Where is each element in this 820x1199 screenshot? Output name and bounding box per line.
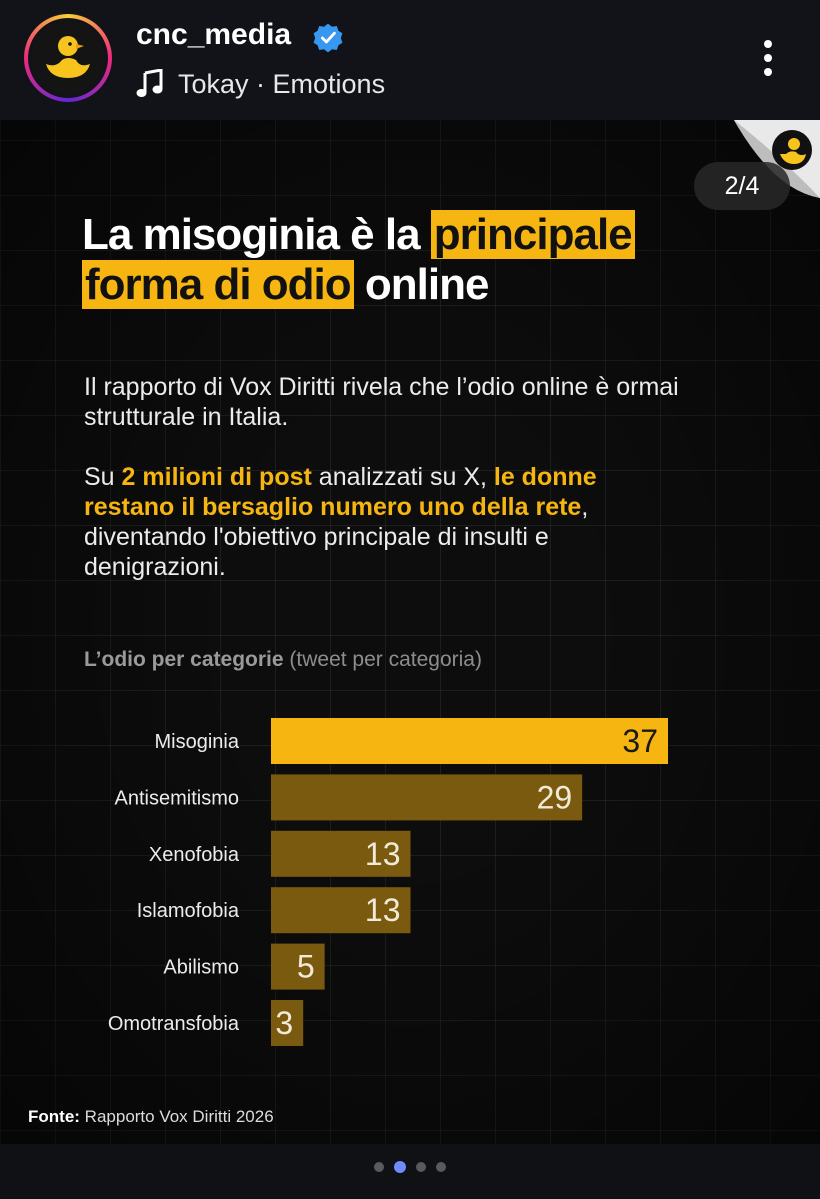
bar-value-label: 13 [365,892,401,928]
duck-logo-icon [32,22,104,94]
dot-icon [764,54,772,62]
title-text: online [364,260,490,309]
post-image[interactable]: 2/4 La misoginia è la principale forma d… [0,120,820,1144]
carousel-dot[interactable] [374,1162,384,1172]
music-note-icon [136,69,163,97]
carousel-indicator [0,1161,820,1173]
bar-value-label: 13 [365,836,401,872]
chart-title: L’odio per categorie (tweet per categori… [84,648,482,671]
music-attribution[interactable]: Tokay · Emotions [136,64,385,104]
bar-chart: Misoginia 37 Antisemitismo 29 Xenofobia 13 Isl… [108,718,668,1046]
title-text: La misoginia è la [82,210,421,259]
category-label: Islamofobia [137,900,240,922]
carousel-dot[interactable] [436,1162,446,1172]
bar [271,887,411,934]
category-label: Omotransfobia [108,1013,240,1035]
category-label: Misoginia [155,731,240,753]
bar-value-label: 5 [297,949,315,985]
title-highlight: forma di odio [82,260,354,309]
bar-value-label: 37 [622,723,658,759]
post-header: cnc_media Tokay · Emotions [0,0,820,120]
category-label: Xenofobia [149,844,240,866]
carousel-dot[interactable] [416,1162,426,1172]
avatar[interactable] [32,22,104,94]
more-options-button[interactable] [752,36,784,80]
bar-value-label: 3 [275,1005,293,1041]
paragraph-intro: Il rapporto di Vox Diritti rivela che l’… [84,373,679,431]
post-body: Il rapporto di Vox Diritti rivela che l’… [84,372,684,612]
category-label: Abilismo [163,957,239,979]
title-highlight: principale [430,210,635,259]
music-label: Tokay · Emotions [178,68,386,99]
verified-badge-icon [313,23,343,53]
bar [271,774,583,821]
avatar-story-ring[interactable] [24,14,112,102]
bar [271,943,325,990]
category-label: Antisemitismo [115,787,239,809]
dot-icon [764,40,772,48]
page-counter: 2/4 [694,162,790,210]
bar [271,718,668,764]
source-note: Fonte: Rapporto Vox Diritti 2026 [28,1107,274,1126]
page-curl-duck-icon [734,120,820,198]
carousel-dot-active[interactable] [394,1161,406,1173]
paragraph-stats: Su 2 milioni di post analizzati su X, le… [84,463,597,581]
username[interactable]: cnc_media [136,18,292,51]
bar [271,830,411,877]
bar [271,1000,304,1046]
bar-value-label: 29 [537,779,573,815]
dot-icon [764,68,772,76]
post-title: La misoginia è la principale forma di od… [82,210,742,310]
